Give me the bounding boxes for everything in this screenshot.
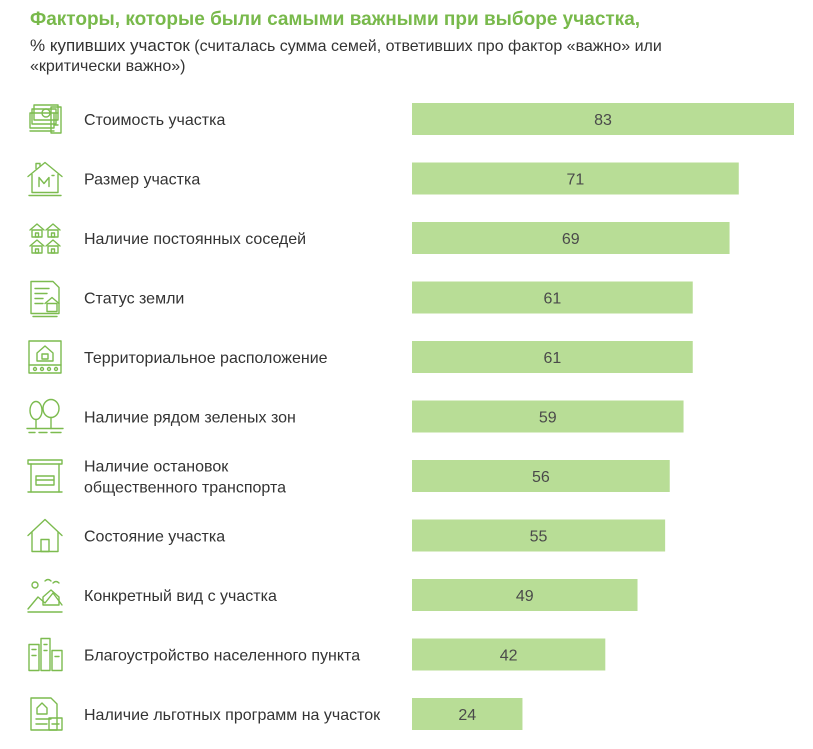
category-label: Наличие остановок общественного транспорт… (84, 459, 286, 497)
category-label-line: Наличие постоянных соседей (84, 231, 306, 248)
bar-row: Статус земли 61 (30, 280, 693, 318)
town-icon (28, 637, 63, 672)
bar-row: Территориальное расположение 61 (28, 340, 693, 374)
benefit-document-icon (30, 697, 63, 731)
value-label: 61 (543, 291, 561, 308)
subtitle-rest: (считалась сумма семей, ответивших про ф… (30, 38, 662, 75)
category-label-line: Статус земли (84, 291, 184, 308)
category-label-line: Территориальное расположение (84, 350, 328, 367)
category-label-line: Размер участка (84, 172, 200, 189)
value-label: 71 (566, 172, 584, 189)
chart-title: Факторы, которые были самыми важными при… (30, 9, 641, 30)
land-document-icon (30, 280, 60, 318)
category-label: Наличие льготных программ на участок (84, 707, 381, 724)
bus-stop-icon (27, 459, 63, 493)
house-icon (27, 518, 63, 553)
bar-row: Конкретный вид с участка 49 (27, 578, 638, 613)
category-label: Стоимость участка (84, 112, 225, 129)
value-label: 49 (516, 588, 534, 605)
bar (412, 281, 693, 314)
value-label: 69 (562, 231, 580, 248)
category-label: Статус земли (84, 291, 184, 308)
category-label: Конкретный вид с участка (84, 588, 277, 605)
value-label: 59 (539, 410, 557, 427)
bar-row: Наличие рядом зеленых зон 59 (26, 398, 684, 434)
category-label-line: общественного транспорта (84, 480, 286, 497)
bar (412, 698, 523, 730)
category-label-line: Состояние участка (84, 529, 225, 546)
value-label: 61 (543, 350, 561, 367)
category-label: Состояние участка (84, 529, 225, 546)
category-label-line: Наличие льготных программ на участок (84, 707, 381, 724)
bar (412, 400, 684, 433)
category-label-line: Благоустройство населенного пункта (84, 648, 360, 665)
chart-subtitle: % купивших участок (считалась сумма семе… (30, 36, 750, 77)
house-area-icon (27, 161, 63, 197)
category-label: Наличие рядом зеленых зон (84, 410, 296, 427)
bar (412, 519, 666, 552)
category-label: Территориальное расположение (84, 350, 328, 367)
value-label: 24 (458, 707, 476, 724)
bar-row: Состояние участка 55 (27, 518, 666, 553)
bar (412, 103, 794, 135)
bar-row: Благоустройство населенного пункта 42 (28, 637, 606, 672)
category-label: Размер участка (84, 172, 200, 189)
subtitle-lead: % купивших участок (30, 36, 190, 55)
bar-row: Размер участка 71 (27, 161, 739, 197)
bar (412, 638, 606, 671)
bar-row: Наличие постоянных соседей 69 (29, 222, 730, 254)
category-label-line: Стоимость участка (84, 112, 225, 129)
value-label: 83 (594, 112, 612, 129)
bar (412, 341, 693, 373)
value-label: 42 (500, 648, 518, 665)
neighbors-icon (29, 223, 61, 254)
category-label-line: Конкретный вид с участка (84, 588, 277, 605)
bar (412, 222, 730, 254)
value-label: 56 (532, 469, 550, 486)
location-map-icon (28, 340, 62, 374)
bar (412, 162, 739, 195)
category-label: Благоустройство населенного пункта (84, 648, 360, 665)
category-label-line: Наличие рядом зеленых зон (84, 410, 296, 427)
category-label: Наличие постоянных соседей (84, 231, 306, 248)
landscape-view-icon (27, 578, 63, 613)
category-label-line: Наличие остановок (84, 459, 229, 476)
value-label: 55 (530, 529, 548, 546)
bar-row: Наличие остановок общественного транспорт… (27, 459, 670, 497)
bar-row: Наличие льготных программ на участок 24 (30, 697, 523, 731)
bar (412, 460, 670, 492)
money-icon (29, 104, 62, 134)
bar (412, 579, 638, 611)
trees-icon (26, 398, 64, 434)
bar-row: Стоимость участка 83 (29, 103, 794, 135)
